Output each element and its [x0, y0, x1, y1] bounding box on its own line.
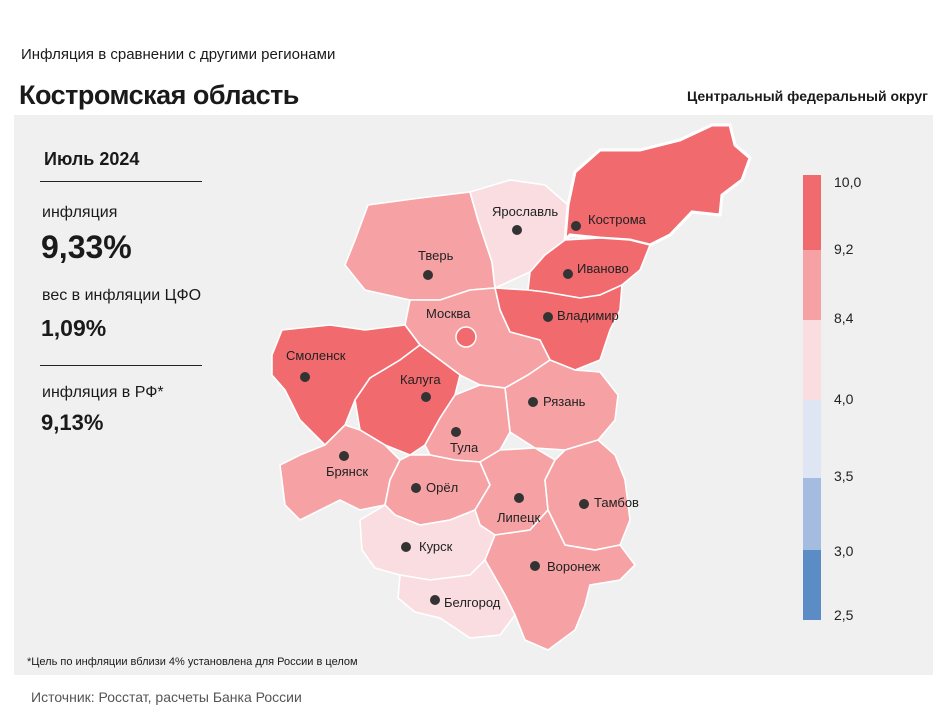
page-title: Костромская область: [19, 80, 299, 110]
marker-kaluga: [421, 392, 431, 402]
marker-ryazan: [528, 397, 538, 407]
marker-tambov: [579, 499, 589, 509]
marker-kursk: [401, 542, 411, 552]
marker-smolensk: [300, 372, 310, 382]
weight-label: вес в инфляции ЦФО: [42, 287, 202, 304]
label-lipetsk: Липецк: [497, 510, 541, 525]
label-tambov: Тамбов: [594, 495, 639, 510]
marker-tula: [451, 427, 461, 437]
label-ivanovo: Иваново: [577, 261, 629, 276]
label-bryansk: Брянск: [326, 464, 368, 479]
divider-bottom: [40, 365, 202, 366]
scale-tick-9-2: 9,2: [834, 241, 854, 257]
weight-value: 1,09%: [41, 315, 107, 341]
label-ryazan: Рязань: [543, 394, 586, 409]
marker-ivanovo: [563, 269, 573, 279]
scale-band-8-4-9-2: [803, 250, 821, 320]
label-oryol: Орёл: [426, 480, 458, 495]
marker-oryol: [411, 483, 421, 493]
marker-bryansk: [339, 451, 349, 461]
scale-tick-10-0: 10,0: [834, 174, 861, 190]
label-belgorod: Белгород: [444, 595, 501, 610]
label-moscow: Москва: [426, 306, 471, 321]
region-ryazan[interactable]: [504, 359, 619, 451]
marker-vladimir: [543, 312, 553, 322]
color-scale: 10,0 9,2 8,4 4,0 3,5 3,0 2,5: [803, 174, 861, 623]
scale-band-3-3-5: [803, 478, 821, 550]
region-tver[interactable]: [344, 191, 496, 301]
inflation-value: 9,33%: [41, 229, 132, 265]
label-vladimir: Владимир: [557, 308, 619, 323]
scale-band-2-5-3: [803, 550, 821, 620]
subtitle: Инфляция в сравнении с другими регионами: [21, 46, 336, 63]
scale-tick-3-5: 3,5: [834, 468, 854, 484]
label-voronezh: Воронеж: [547, 559, 601, 574]
marker-lipetsk: [514, 493, 524, 503]
region-kostroma[interactable]: [563, 123, 752, 247]
footnote: *Цель по инфляции вблизи 4% установлена …: [27, 656, 358, 668]
marker-kostroma: [571, 221, 581, 231]
source-note: Источник: Росстат, расчеты Банка России: [31, 689, 302, 705]
label-kaluga: Калуга: [400, 372, 441, 387]
okrug-label: Центральный федеральный округ: [686, 88, 928, 104]
scale-band-9-2-10: [803, 175, 821, 250]
scale-band-3-5-4: [803, 400, 821, 478]
marker-yaroslavl: [512, 225, 522, 235]
label-yaroslavl: Ярославль: [492, 204, 558, 219]
rf-inflation-label: инфляция в РФ*: [42, 384, 164, 401]
marker-voronezh: [530, 561, 540, 571]
scale-tick-4-0: 4,0: [834, 391, 854, 407]
marker-belgorod: [430, 595, 440, 605]
label-kostroma: Кострома: [588, 212, 647, 227]
label-tver: Тверь: [418, 248, 454, 263]
label-kursk: Курск: [419, 539, 453, 554]
rf-inflation-value: 9,13%: [41, 410, 104, 435]
scale-tick-8-4: 8,4: [834, 310, 854, 326]
region-belgorod[interactable]: [397, 558, 516, 639]
scale-tick-3-0: 3,0: [834, 543, 854, 559]
inflation-label: инфляция: [42, 204, 118, 221]
marker-moscow: [455, 326, 477, 348]
period-label: Июль 2024: [44, 149, 140, 169]
scale-tick-2-5: 2,5: [834, 607, 854, 623]
divider-top: [40, 181, 202, 182]
label-smolensk: Смоленск: [286, 348, 346, 363]
scale-band-4-8-4: [803, 320, 821, 400]
marker-tver: [423, 270, 433, 280]
label-tula: Тула: [450, 440, 479, 455]
